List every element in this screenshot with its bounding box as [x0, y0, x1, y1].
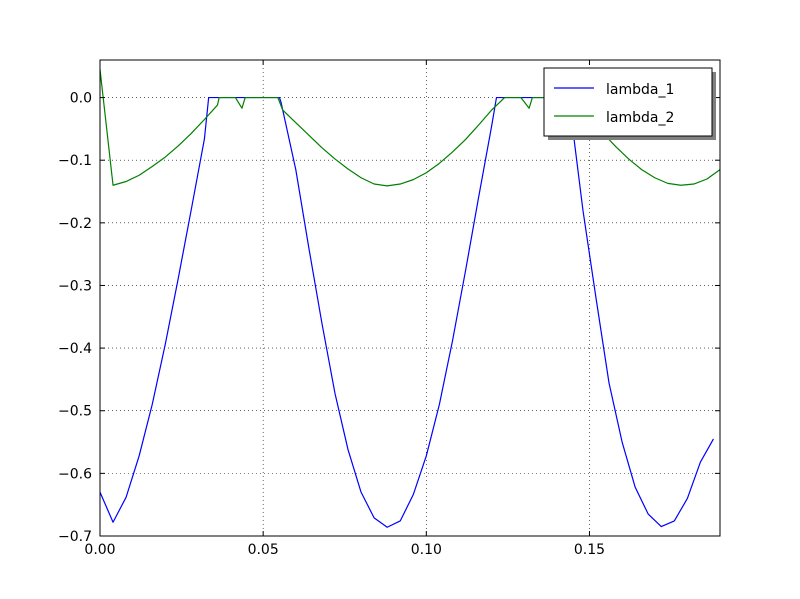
y-tick-label: −0.4	[58, 341, 92, 357]
series-line-lambda_2	[100, 69, 720, 187]
series-line-lambda_1	[100, 96, 714, 528]
y-tick-label: −0.1	[58, 153, 92, 169]
y-tick-label: 0.0	[70, 91, 92, 107]
legend-box	[543, 67, 713, 137]
y-tick-label: −0.3	[58, 278, 92, 294]
y-tick-label: −0.6	[58, 466, 92, 482]
x-tick-label: 0.15	[574, 542, 605, 558]
legend: lambda_1 lambda_2	[543, 67, 716, 140]
x-tick-label: 0.05	[248, 542, 279, 558]
axis-ticks: 0.00 0.05 0.10 0.15 0.0 −0.1 −0.2 −0.3 −0.4 −0.5 −…	[58, 60, 720, 558]
legend-label-lambda_2: lambda_2	[606, 110, 674, 126]
x-tick-label: 0.00	[84, 542, 115, 558]
series-lines	[100, 69, 720, 528]
y-tick-label: −0.5	[58, 404, 92, 420]
y-tick-label: −0.7	[58, 529, 92, 545]
legend-label-lambda_1: lambda_1	[606, 82, 674, 98]
y-tick-label: −0.2	[58, 216, 92, 232]
x-tick-label: 0.10	[411, 542, 442, 558]
plot-frame	[99, 59, 721, 537]
